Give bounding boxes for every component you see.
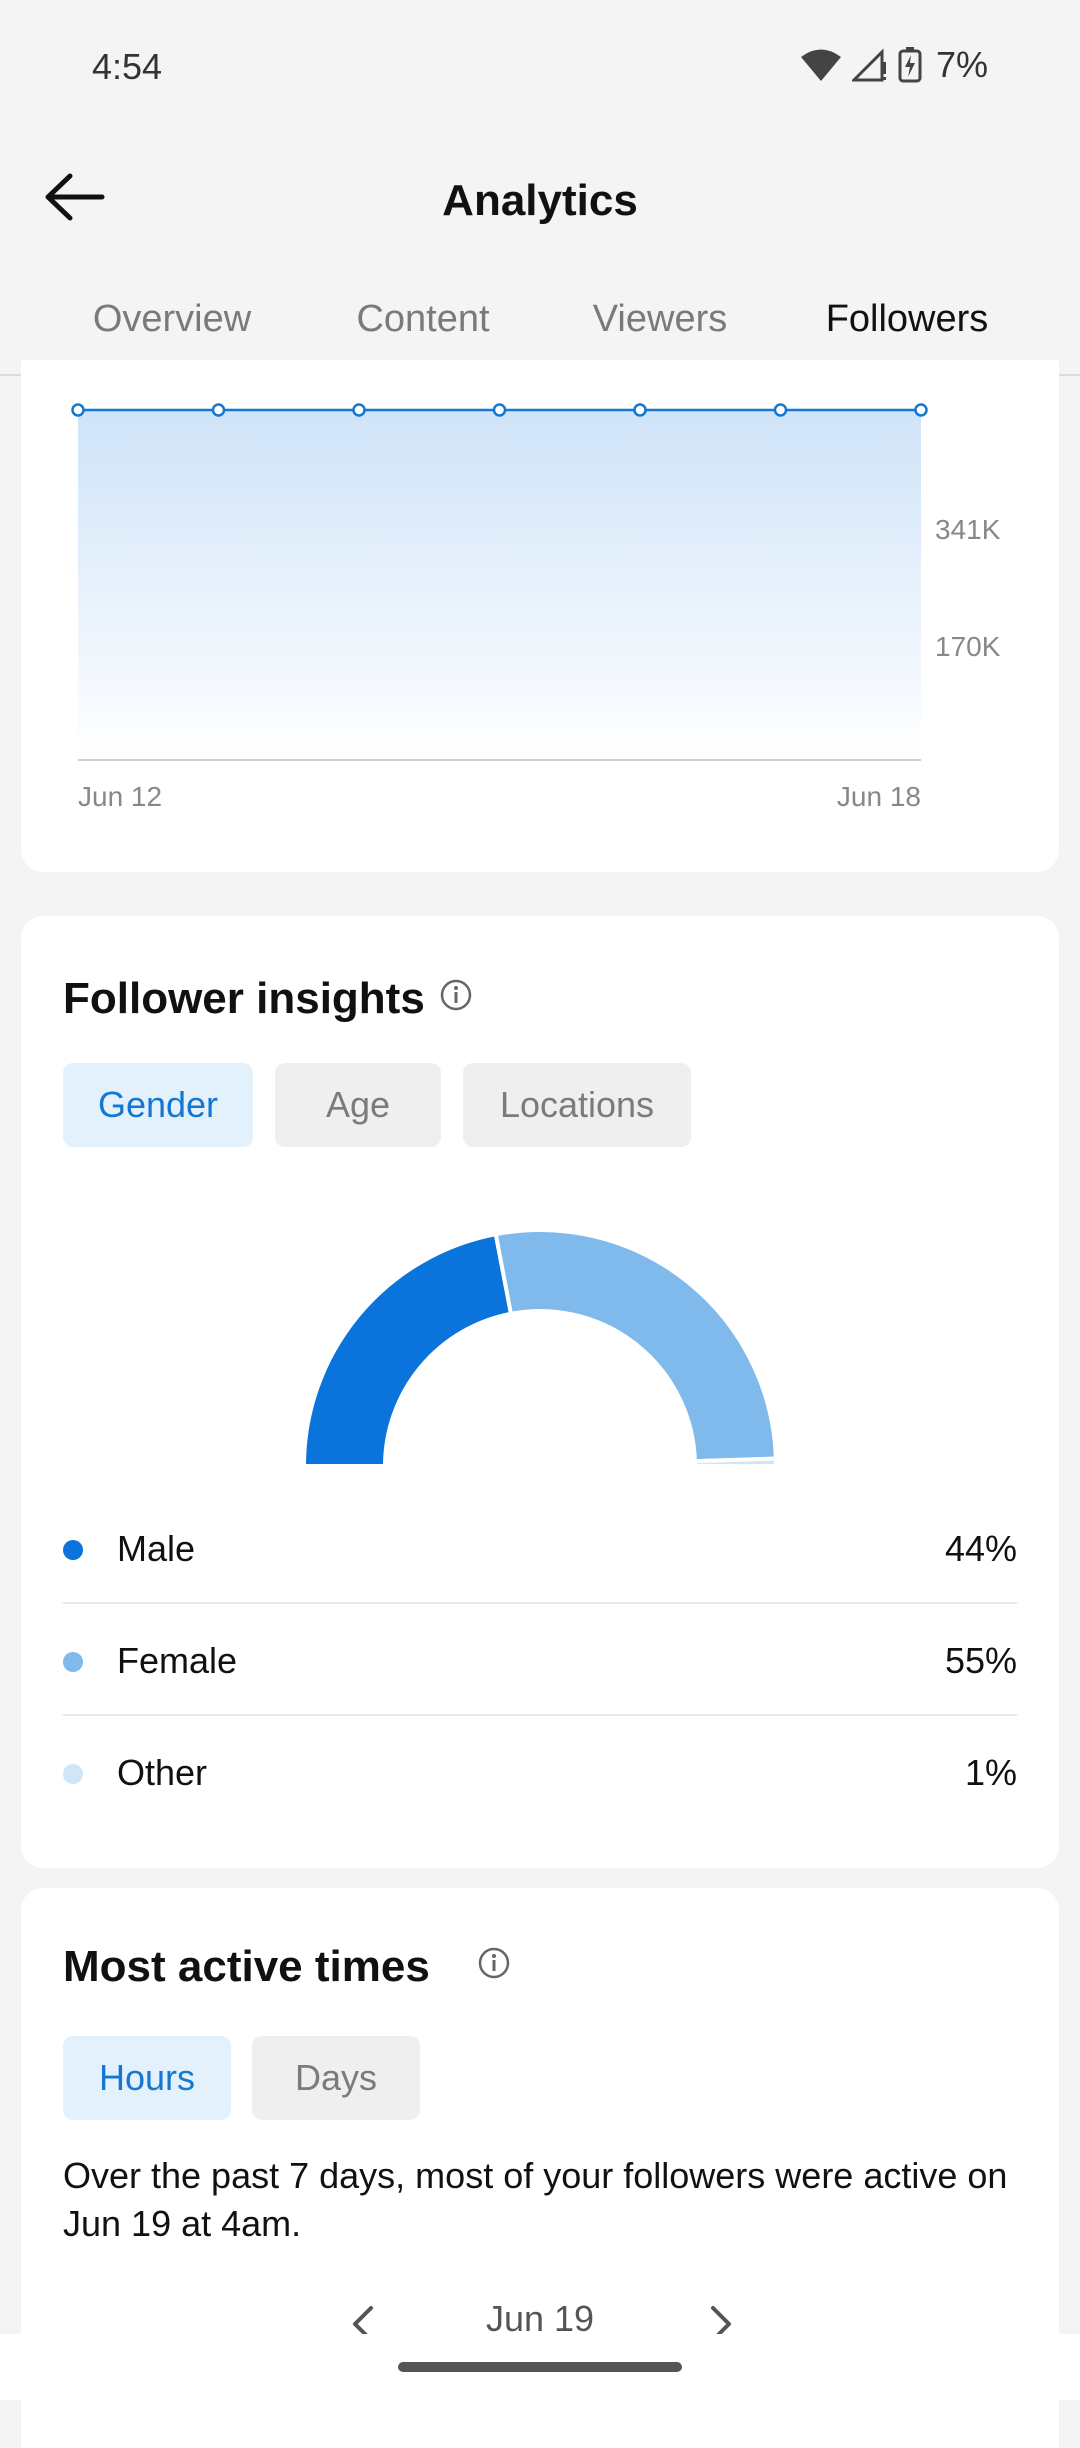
x-tick-label: Jun 12 [78,781,162,812]
legend-label-male: Male [117,1528,196,1569]
followers-area [78,410,921,760]
info-icon[interactable] [439,978,473,1012]
gesture-bar [0,2334,1080,2400]
data-point [633,403,647,417]
female-dot [63,1652,83,1672]
status-time: 4:54 [92,46,163,87]
chip-gender[interactable]: Gender [63,1063,253,1147]
legend-row-male: Male 44% [63,1494,1017,1606]
legend-value-female: 55% [944,1640,1017,1681]
info-icon[interactable] [477,1946,511,1980]
tab-viewers[interactable]: Viewers [592,298,728,340]
legend-label-other: Other [117,1752,208,1793]
legend-row-other: Other 1% [63,1718,1017,1830]
active-times-description: Over the past 7 days, most of your follo… [63,2155,1008,2244]
x-tick-label: Jun 18 [837,781,921,812]
insights-title: Follower insights [63,974,425,1023]
slice-male [301,1231,514,1468]
data-point [71,403,85,417]
follower-insights-card: Follower insights Gender Age Locations M… [21,916,1059,1868]
chip-locations[interactable]: Locations [463,1063,691,1147]
active-times-title: Most active times [63,1942,430,1991]
status-bar: 4:54 7% [0,0,1080,130]
data-point [211,403,226,417]
status-icons: 7% [800,44,988,86]
tab-overview[interactable]: Overview [92,298,252,340]
followers-area-chart: 341K 170K Jun 12 Jun 18 [71,403,1001,812]
chip-hours[interactable]: Hours [63,2036,231,2120]
data-point [914,403,928,417]
battery-icon [898,47,922,83]
slice-female [493,1228,778,1464]
chip-age[interactable]: Age [275,1063,441,1147]
other-dot [63,1764,83,1784]
selected-date: Jun 19 [485,2298,595,2339]
battery-percent: 7% [935,44,988,85]
y-tick-label: 170K [935,631,1001,662]
cell-signal-icon [851,48,886,82]
slice-other [692,1456,779,1468]
wifi-icon [800,49,841,81]
data-point [773,403,788,417]
back-button[interactable] [40,162,110,232]
app-bar: Analytics [0,130,1080,270]
data-point [352,403,366,417]
page-title: Analytics [442,176,638,225]
home-indicator[interactable] [398,2362,682,2372]
chip-days[interactable]: Days [252,2036,420,2120]
legend-value-male: 44% [944,1528,1017,1569]
male-dot [63,1540,83,1560]
divider [63,1602,1017,1604]
tab-content[interactable]: Content [356,298,490,340]
divider [63,1714,1017,1716]
data-point [492,403,507,417]
tab-bar: Overview Content Viewers Followers [0,270,1080,376]
tab-followers[interactable]: Followers [825,298,989,340]
gender-half-donut-chart [301,1228,779,1468]
arrow-left-icon [45,173,105,221]
followers-chart-card: 341K 170K Jun 12 Jun 18 [21,360,1059,872]
legend-row-female: Female 55% [63,1606,1017,1718]
legend-label-female: Female [117,1640,238,1681]
legend-value-other: 1% [964,1752,1017,1793]
y-tick-label: 341K [935,514,1001,545]
